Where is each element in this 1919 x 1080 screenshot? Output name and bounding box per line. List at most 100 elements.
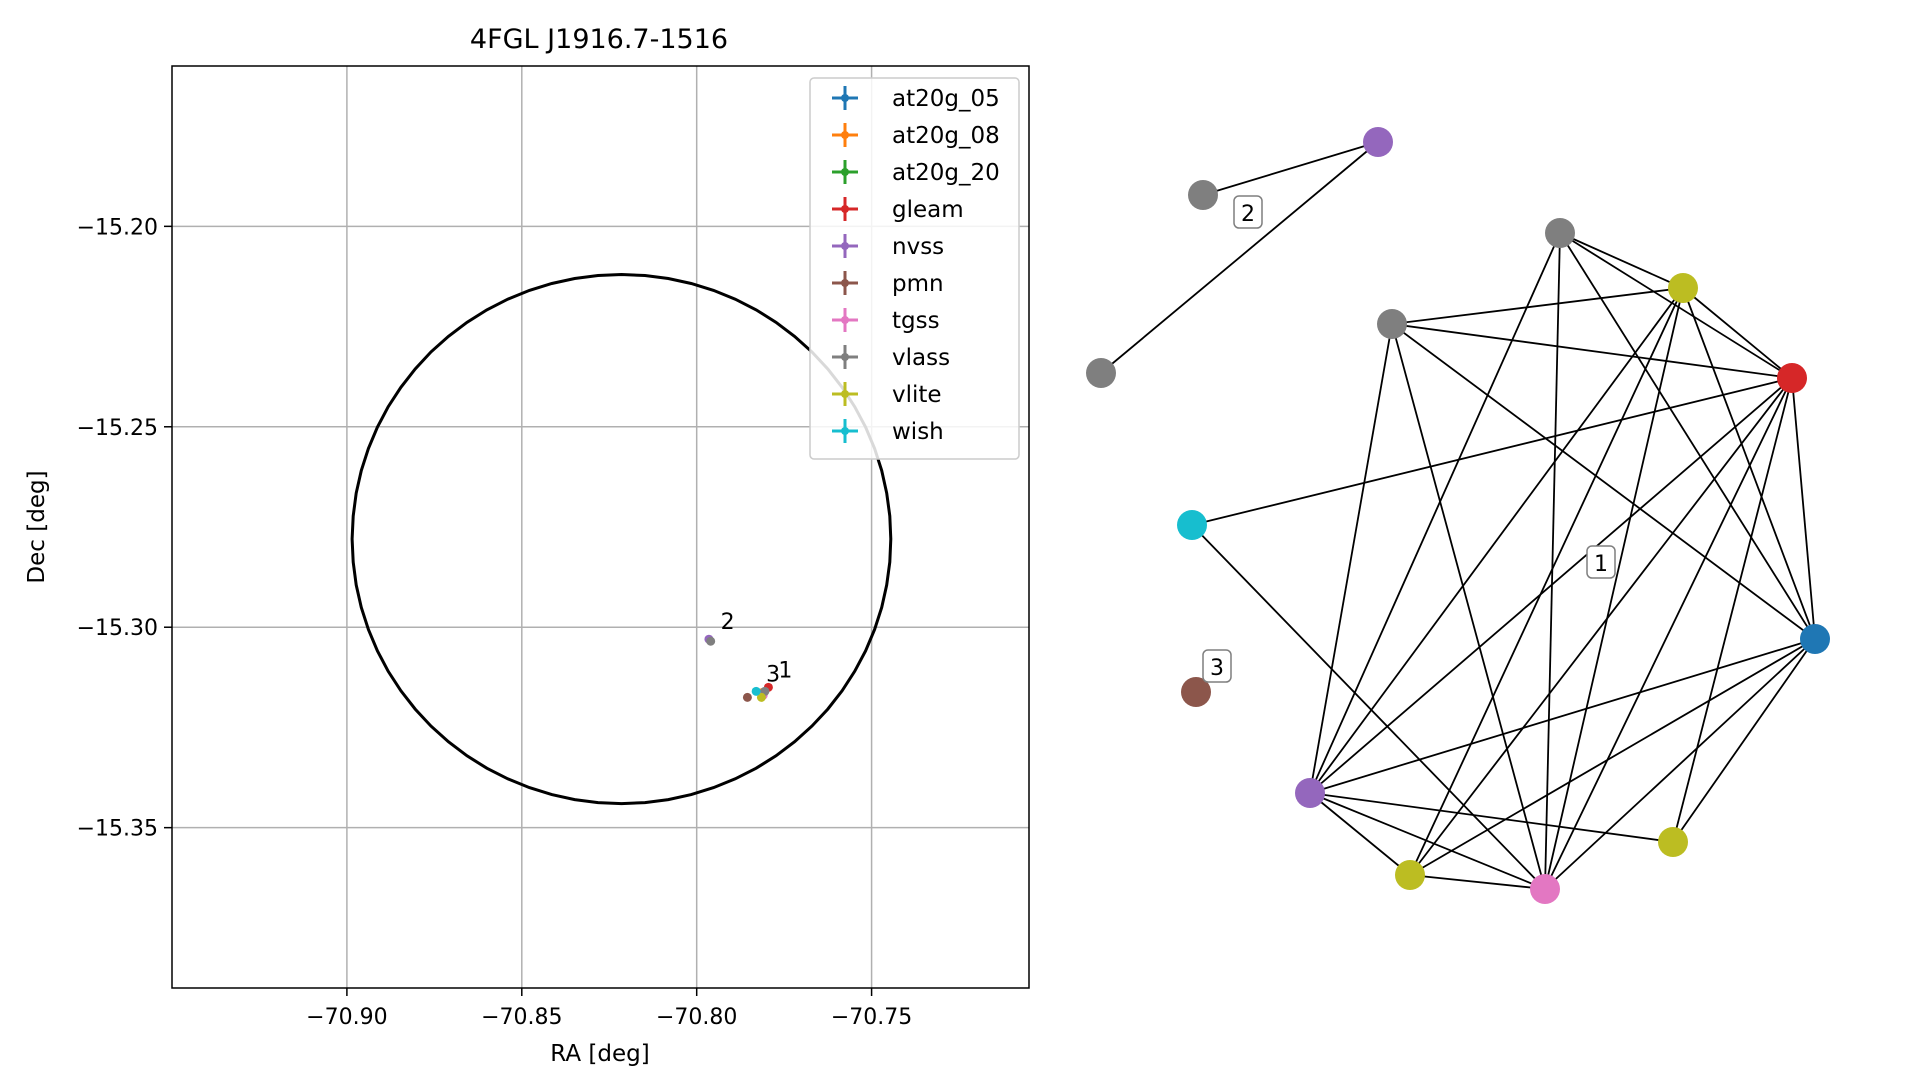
point-vlite [756,692,766,702]
edge-n6-n12 [1672,377,1793,843]
node-n7 [1177,510,1207,540]
legend-marker-at20g_20 [841,168,849,176]
sky-position-plot: 4FGL J1916.7-1516 2 31 −70.90 −70.85 −70.80… [24,24,1030,1067]
source-points [704,634,773,702]
edge-n8-n13 [1544,638,1816,890]
node-n9 [1181,677,1211,707]
cluster-annotation: 1 [778,658,792,683]
node-n0 [1363,127,1393,157]
node-n3 [1545,218,1575,248]
edge-n5-n13 [1391,323,1546,890]
cluster-label-1: 1 [1586,545,1616,579]
node-n6 [1777,363,1807,393]
legend-label-tgss: tgss [892,308,940,334]
edge-n3-n13 [1544,232,1561,890]
x-tick-label: −70.80 [656,1005,737,1030]
edge-n5-n10 [1309,323,1393,794]
edge-n4-n6 [1682,287,1793,379]
chart-title: 4FGL J1916.7-1516 [470,24,728,55]
cluster-label-3: 3 [1202,649,1232,683]
legend-marker-at20g_08 [841,131,849,139]
association-network: 1 2 3 [1086,127,1830,904]
node-n2 [1086,358,1116,388]
edge-n6-n10 [1309,377,1793,794]
node-n10 [1295,778,1325,808]
edge-n6-n13 [1544,377,1793,890]
edge-n6-n8 [1791,377,1816,640]
legend-marker-pmn [841,279,849,287]
edge-n10-n12 [1309,792,1674,843]
y-tick-label: −15.20 [77,215,158,240]
y-tick-label: −15.35 [77,817,158,842]
point-pmn [742,692,752,702]
edge-n10-n13 [1309,792,1546,890]
edge-n1-n0 [1202,141,1379,196]
legend-marker-nvss [841,242,849,250]
edge-n8-n11 [1409,638,1816,876]
legend-marker-wish [841,427,849,435]
node-n13 [1530,874,1560,904]
edge-n6-n7 [1191,377,1793,526]
y-axis-label: Dec [deg] [24,470,50,583]
cluster-label-2-text: 2 [1241,202,1255,227]
cluster-annotation: 3 [766,662,780,687]
point-wish [751,686,761,696]
edge-n8-n10 [1309,638,1816,794]
edge-n3-n4 [1559,232,1684,289]
legend-marker-gleam [841,205,849,213]
node-n1 [1188,180,1218,210]
edge-n11-n13 [1409,874,1546,890]
node-n4 [1668,273,1698,303]
legend-label-wish: wish [892,419,944,445]
legend-label-at20g_08: at20g_08 [892,123,1000,149]
edge-n7-n13 [1191,524,1546,890]
x-tick-label: −70.85 [481,1005,562,1030]
legend-label-at20g_05: at20g_05 [892,86,1000,112]
node-n11 [1395,860,1425,890]
x-axis-label: RA [deg] [550,1041,649,1067]
cluster-annotations: 2 31 [721,610,793,687]
cluster-label-3-text: 3 [1210,656,1224,681]
legend-label-gleam: gleam [892,197,964,223]
y-axis-ticks: −15.20 −15.25 −15.30 −15.35 [77,215,172,842]
edge-n10-n11 [1309,792,1411,876]
legend-marker-vlite [841,390,849,398]
cluster-annotation: 2 [721,610,735,635]
edge-n5-n6 [1391,323,1793,379]
legend-label-vlite: vlite [892,382,942,408]
legend-label-vlass: vlass [892,345,950,371]
node-n5 [1377,309,1407,339]
edge-n5-n4 [1391,287,1684,325]
cluster-label-2: 2 [1233,195,1263,229]
legend-label-pmn: pmn [892,271,944,297]
legend-marker-vlass [841,353,849,361]
node-n8 [1800,624,1830,654]
edge-n8-n12 [1672,638,1816,843]
y-tick-label: −15.30 [77,616,158,641]
legend-label-nvss: nvss [892,234,944,260]
edge-n4-n8 [1682,287,1816,640]
edge-n4-n10 [1309,287,1684,794]
edge-n0-n2 [1100,141,1379,374]
cluster-label-1-text: 1 [1594,552,1608,577]
node-n12 [1658,827,1688,857]
edge-n4-n13 [1544,287,1684,890]
edge-n3-n10 [1309,232,1561,794]
network-edges [1100,141,1816,890]
x-tick-label: −70.75 [831,1005,912,1030]
legend-box [809,77,1020,460]
plot-frame [171,65,1030,989]
legend-label-at20g_20: at20g_20 [892,160,1000,186]
legend-marker-tgss [841,316,849,324]
x-axis-ticks: −70.90 −70.85 −70.80 −70.75 [306,988,912,1030]
edge-n3-n6 [1559,232,1793,379]
edge-n6-n11 [1409,377,1793,876]
x-tick-label: −70.90 [306,1005,387,1030]
edge-n3-n8 [1559,232,1816,640]
network-nodes [1086,127,1830,904]
edge-n5-n8 [1391,323,1816,640]
point-vlass [706,636,716,646]
y-tick-label: −15.25 [77,416,158,441]
